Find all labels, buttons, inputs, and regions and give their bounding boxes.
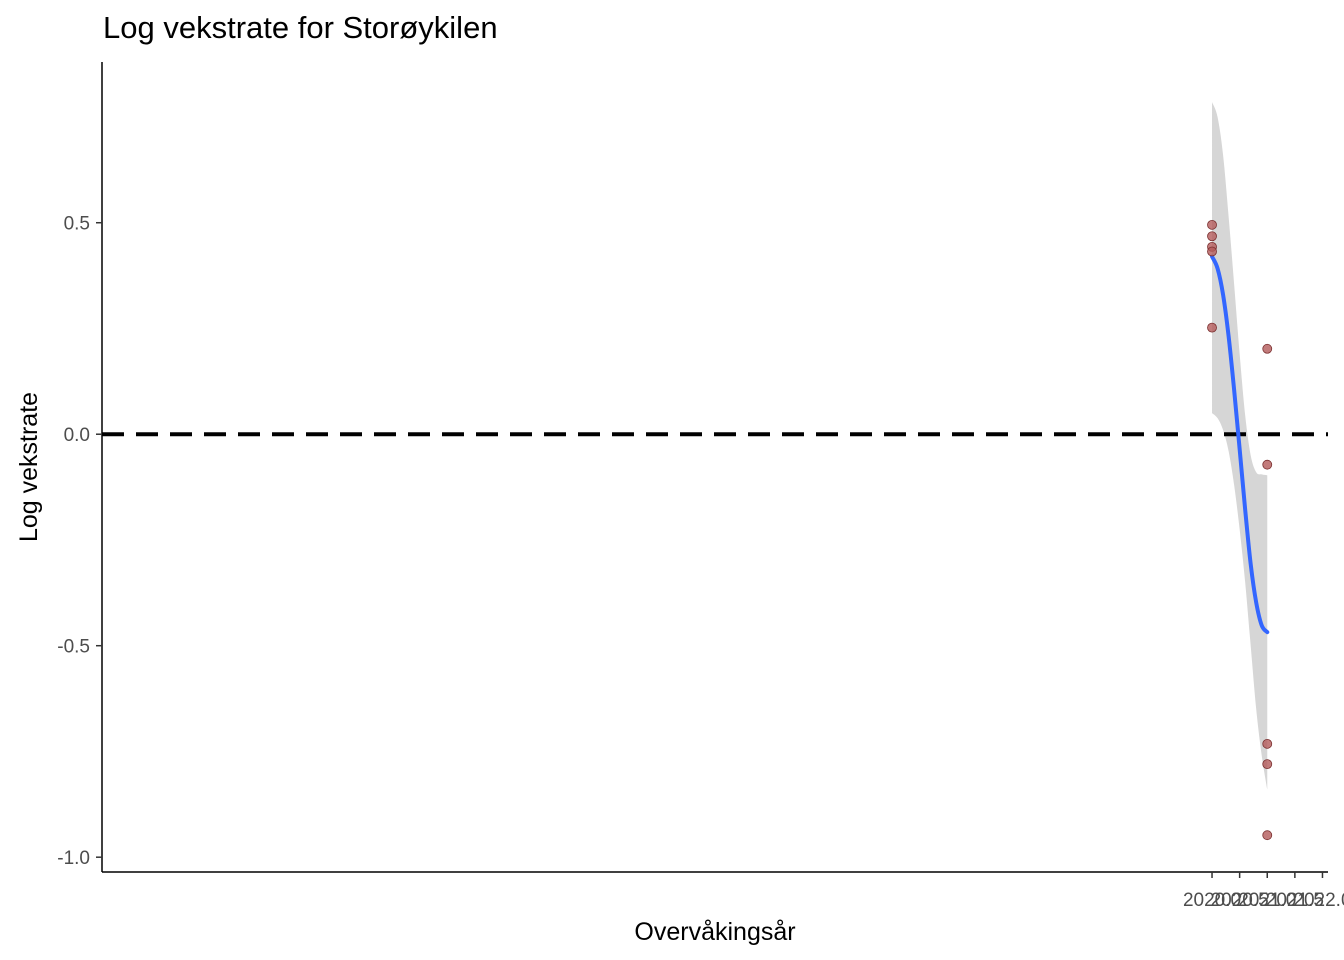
y-tick-label: 0.5 bbox=[64, 214, 90, 235]
data-point bbox=[1207, 322, 1217, 333]
smooth-fit-line bbox=[1210, 254, 1270, 635]
point-layer bbox=[1207, 219, 1273, 841]
data-point bbox=[1207, 246, 1217, 257]
y-tick-label: -1.0 bbox=[57, 848, 90, 869]
smooth-line-layer bbox=[1210, 254, 1270, 635]
data-point bbox=[1262, 830, 1273, 841]
data-point bbox=[1262, 459, 1273, 470]
y-tick-label: -0.5 bbox=[57, 637, 90, 658]
x-tick-label: 2021.5 bbox=[1266, 890, 1324, 911]
data-point bbox=[1262, 759, 1273, 770]
x-tick-label: 2020.0 bbox=[1183, 890, 1241, 911]
data-point bbox=[1262, 738, 1273, 749]
data-point bbox=[1207, 231, 1217, 242]
data-point bbox=[1207, 219, 1217, 230]
x-tick-label: 2022.0 bbox=[1293, 890, 1344, 911]
data-point bbox=[1262, 343, 1273, 354]
y-axis-title: Log vekstrate bbox=[15, 392, 43, 542]
y-tick-label: 0.0 bbox=[64, 425, 90, 446]
x-tick-label: 2021.0 bbox=[1238, 890, 1296, 911]
chart-title: Log vekstrate for Storøykilen bbox=[103, 10, 498, 45]
x-tick-label: 2020.5 bbox=[1211, 890, 1269, 911]
x-axis-title: Overvåkingsår bbox=[634, 918, 795, 946]
